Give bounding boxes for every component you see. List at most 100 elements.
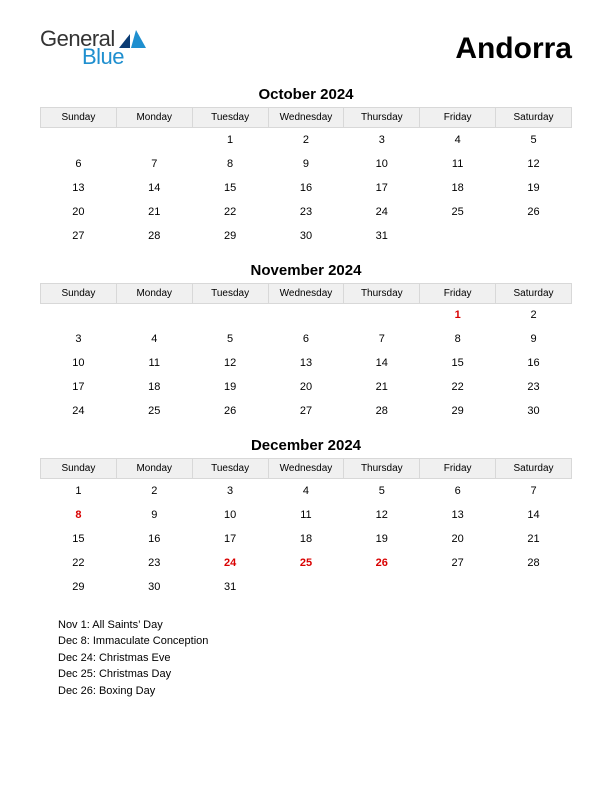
calendar-day-cell: 12 — [496, 152, 572, 176]
calendar-day-cell — [116, 128, 192, 152]
calendar-day-cell: 9 — [116, 503, 192, 527]
month-title: November 2024 — [40, 262, 572, 279]
calendar-day-cell: 29 — [192, 224, 268, 248]
calendar-day-cell: 21 — [344, 375, 420, 399]
calendar-day-cell: 17 — [344, 176, 420, 200]
calendar-day-cell: 17 — [41, 375, 117, 399]
calendar-day-cell: 26 — [192, 399, 268, 423]
calendar-day-cell: 11 — [116, 351, 192, 375]
calendar-day-cell: 7 — [344, 327, 420, 351]
calendar-day-cell: 18 — [420, 176, 496, 200]
holiday-entry: Dec 26: Boxing Day — [58, 683, 572, 700]
calendar-day-cell: 22 — [420, 375, 496, 399]
calendar-day-cell: 23 — [268, 200, 344, 224]
calendar-day-cell: 11 — [268, 503, 344, 527]
calendar-day-cell: 8 — [41, 503, 117, 527]
calendar-day-cell: 30 — [116, 575, 192, 599]
calendar-week-row: 293031 — [41, 575, 572, 599]
weekday-header: Saturday — [496, 108, 572, 128]
calendar-day-cell: 22 — [41, 551, 117, 575]
calendar-day-cell: 7 — [496, 479, 572, 503]
holiday-entry: Dec 24: Christmas Eve — [58, 650, 572, 667]
weekday-header: Tuesday — [192, 283, 268, 303]
calendar-day-cell: 22 — [192, 200, 268, 224]
weekday-header: Monday — [116, 108, 192, 128]
weekday-header: Saturday — [496, 283, 572, 303]
country-title: Andorra — [455, 32, 572, 66]
calendar-day-cell: 18 — [268, 527, 344, 551]
calendar-week-row: 22232425262728 — [41, 551, 572, 575]
calendar-day-cell: 25 — [116, 399, 192, 423]
calendar-day-cell: 31 — [344, 224, 420, 248]
calendar-day-cell: 15 — [192, 176, 268, 200]
calendar-day-cell: 29 — [420, 399, 496, 423]
logo-word-2: Blue — [82, 46, 147, 68]
weekday-header: Tuesday — [192, 108, 268, 128]
calendar-day-cell — [268, 303, 344, 327]
calendar-month: November 2024SundayMondayTuesdayWednesda… — [40, 262, 572, 424]
calendar-day-cell: 1 — [192, 128, 268, 152]
calendar-month: December 2024SundayMondayTuesdayWednesda… — [40, 437, 572, 599]
weekday-header: Wednesday — [268, 459, 344, 479]
calendar-day-cell: 14 — [344, 351, 420, 375]
calendar-day-cell: 15 — [41, 527, 117, 551]
calendar-day-cell: 10 — [192, 503, 268, 527]
calendar-day-cell: 9 — [268, 152, 344, 176]
calendar-day-cell: 2 — [116, 479, 192, 503]
calendars-container: October 2024SundayMondayTuesdayWednesday… — [40, 86, 572, 599]
calendar-day-cell: 19 — [344, 527, 420, 551]
calendar-week-row: 12345 — [41, 128, 572, 152]
calendar-day-cell: 8 — [192, 152, 268, 176]
calendar-day-cell: 10 — [344, 152, 420, 176]
calendar-day-cell: 30 — [268, 224, 344, 248]
calendar-week-row: 6789101112 — [41, 152, 572, 176]
holidays-list: Nov 1: All Saints’ DayDec 8: Immaculate … — [58, 617, 572, 700]
calendar-day-cell: 24 — [344, 200, 420, 224]
calendar-week-row: 891011121314 — [41, 503, 572, 527]
calendar-day-cell: 13 — [41, 176, 117, 200]
calendar-day-cell: 18 — [116, 375, 192, 399]
weekday-header: Thursday — [344, 283, 420, 303]
weekday-header: Friday — [420, 459, 496, 479]
calendar-day-cell: 5 — [344, 479, 420, 503]
holiday-entry: Dec 8: Immaculate Conception — [58, 633, 572, 650]
calendar-day-cell — [420, 575, 496, 599]
calendar-day-cell: 11 — [420, 152, 496, 176]
calendar-day-cell: 6 — [268, 327, 344, 351]
calendar-week-row: 3456789 — [41, 327, 572, 351]
weekday-header: Saturday — [496, 459, 572, 479]
weekday-header: Sunday — [41, 283, 117, 303]
calendar-day-cell — [192, 303, 268, 327]
calendar-day-cell: 26 — [344, 551, 420, 575]
calendar-day-cell — [344, 575, 420, 599]
holiday-entry: Dec 25: Christmas Day — [58, 666, 572, 683]
calendar-week-row: 1234567 — [41, 479, 572, 503]
calendar-day-cell: 16 — [268, 176, 344, 200]
calendar-day-cell — [41, 303, 117, 327]
weekday-header: Thursday — [344, 459, 420, 479]
calendar-day-cell: 25 — [268, 551, 344, 575]
calendar-day-cell: 5 — [192, 327, 268, 351]
calendar-day-cell: 3 — [192, 479, 268, 503]
logo: General Blue — [40, 28, 147, 68]
calendar-day-cell: 1 — [420, 303, 496, 327]
calendar-week-row: 20212223242526 — [41, 200, 572, 224]
calendar-week-row: 17181920212223 — [41, 375, 572, 399]
calendar-day-cell: 6 — [41, 152, 117, 176]
header: General Blue Andorra — [40, 28, 572, 68]
calendar-day-cell: 10 — [41, 351, 117, 375]
weekday-header: Sunday — [41, 108, 117, 128]
calendar-day-cell — [116, 303, 192, 327]
weekday-header: Friday — [420, 283, 496, 303]
calendar-day-cell: 14 — [116, 176, 192, 200]
calendar-day-cell: 21 — [116, 200, 192, 224]
calendar-day-cell: 30 — [496, 399, 572, 423]
month-title: December 2024 — [40, 437, 572, 454]
calendar-day-cell: 28 — [496, 551, 572, 575]
calendar-week-row: 24252627282930 — [41, 399, 572, 423]
calendar-day-cell: 6 — [420, 479, 496, 503]
calendar-day-cell: 23 — [116, 551, 192, 575]
calendar-day-cell: 4 — [420, 128, 496, 152]
calendar-week-row: 2728293031 — [41, 224, 572, 248]
calendar-week-row: 15161718192021 — [41, 527, 572, 551]
